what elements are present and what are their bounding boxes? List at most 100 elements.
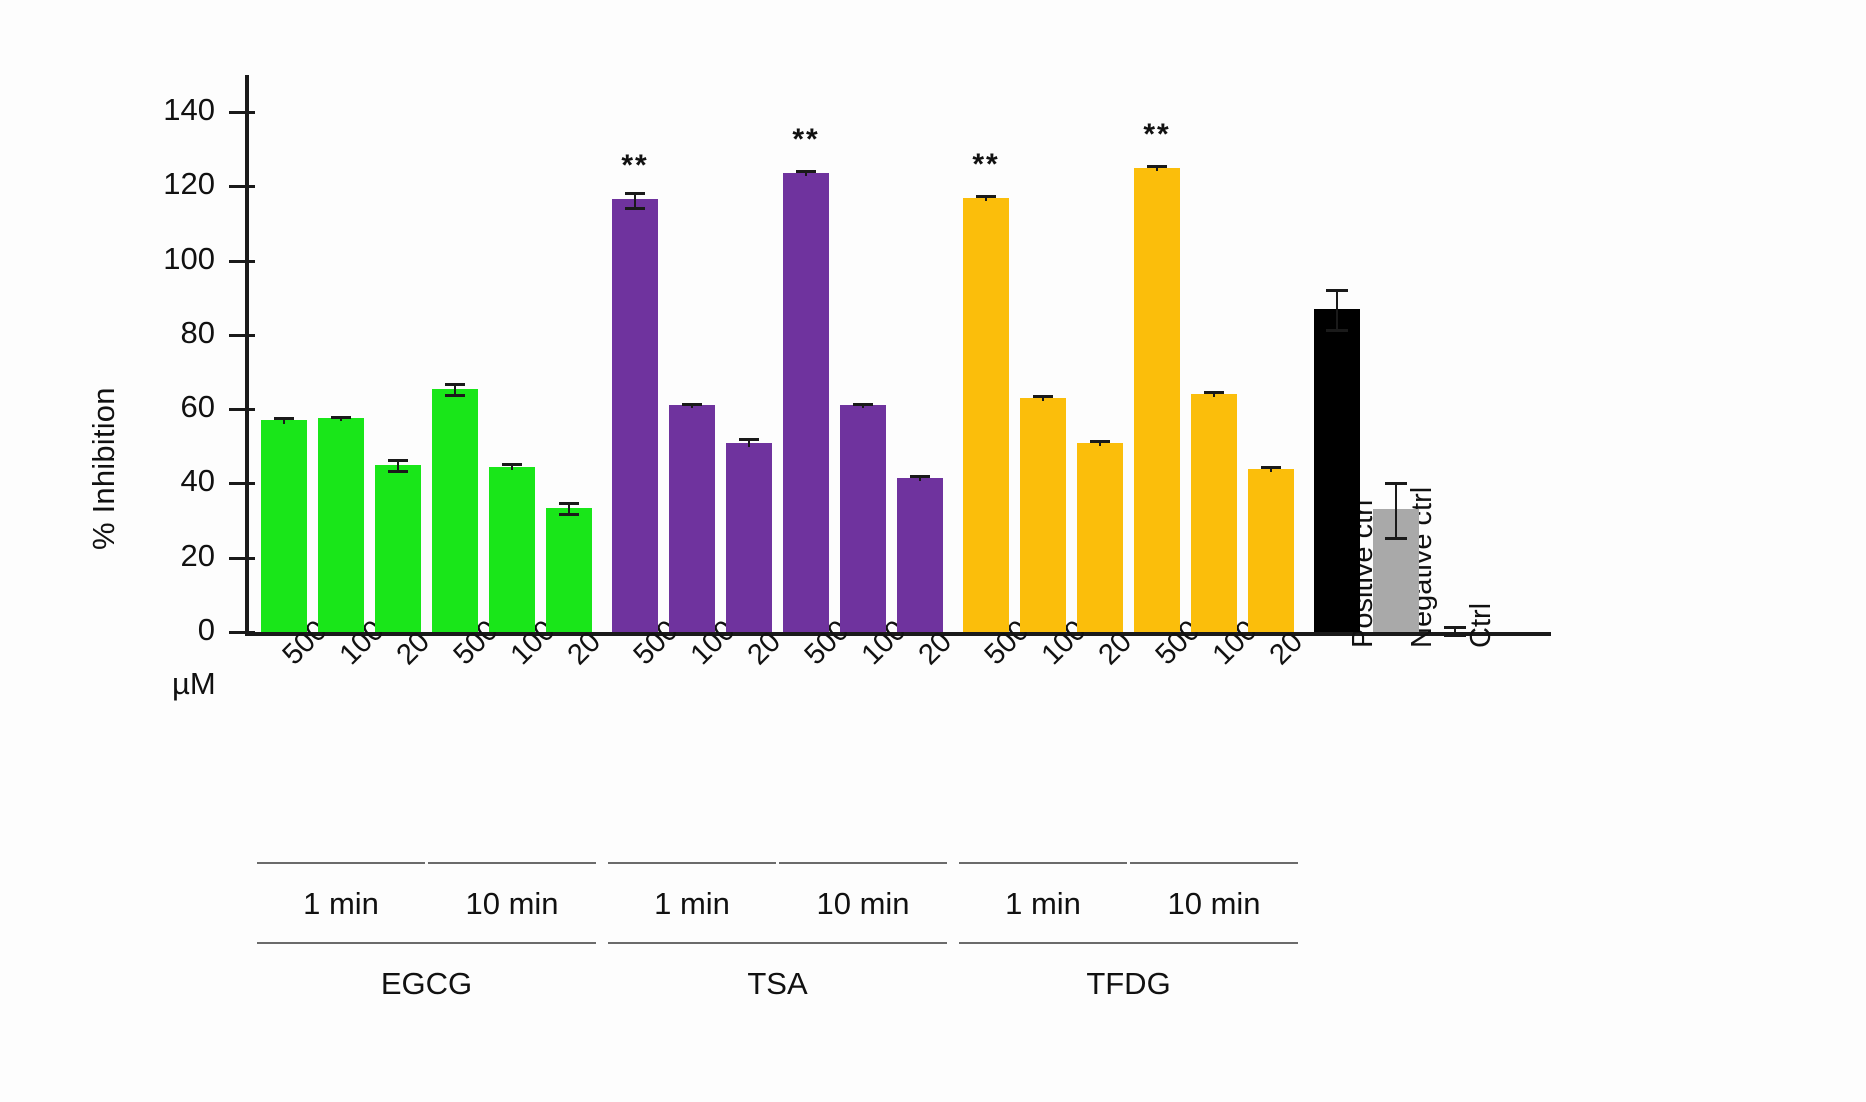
bar[interactable] bbox=[726, 442, 772, 632]
bar[interactable] bbox=[612, 199, 658, 632]
y-axis-tick bbox=[229, 408, 255, 412]
significance-marker: ** bbox=[972, 147, 1000, 181]
bar[interactable] bbox=[1077, 442, 1123, 632]
control-label: Ctrl bbox=[1465, 602, 1497, 648]
bar[interactable] bbox=[1020, 398, 1066, 632]
time-group-label: 1 min bbox=[1005, 886, 1081, 921]
error-bar-cap bbox=[796, 170, 816, 174]
error-bar-cap bbox=[1204, 391, 1224, 395]
error-bar-cap bbox=[853, 402, 873, 406]
bar[interactable] bbox=[669, 405, 715, 632]
error-bar bbox=[511, 463, 513, 471]
time-group-rule bbox=[779, 862, 947, 864]
error-bar-cap bbox=[274, 416, 294, 420]
compound-group-label: TSA bbox=[747, 966, 808, 1001]
error-bar-cap bbox=[559, 502, 579, 506]
error-bar-cap bbox=[559, 513, 579, 517]
significance-marker: ** bbox=[621, 149, 649, 183]
error-bar bbox=[634, 191, 636, 207]
bar[interactable] bbox=[840, 405, 886, 632]
time-group-label: 1 min bbox=[654, 886, 730, 921]
y-axis-tick-label: 100 bbox=[163, 240, 215, 276]
error-bar-cap bbox=[331, 415, 351, 419]
error-bar bbox=[1336, 288, 1338, 330]
compound-group-rule bbox=[608, 942, 947, 944]
error-bar-cap bbox=[1090, 439, 1110, 443]
y-axis-tick bbox=[229, 259, 255, 263]
bar[interactable] bbox=[897, 477, 943, 632]
compound-group-label: TFDG bbox=[1086, 966, 1171, 1001]
time-group-rule bbox=[959, 862, 1127, 864]
error-bar-cap bbox=[910, 474, 930, 478]
time-group-label: 10 min bbox=[465, 886, 559, 921]
time-group-rule bbox=[428, 862, 596, 864]
y-axis-tick-label: 40 bbox=[180, 463, 215, 499]
compound-group-rule bbox=[257, 942, 596, 944]
error-bar-cap bbox=[739, 438, 759, 442]
bar[interactable] bbox=[1248, 468, 1294, 632]
significance-marker: ** bbox=[1143, 117, 1171, 151]
bar[interactable] bbox=[489, 466, 535, 632]
error-bar bbox=[568, 502, 570, 514]
compound-group-label: EGCG bbox=[380, 966, 473, 1001]
x-axis-unit-label: µM bbox=[172, 666, 216, 701]
time-group-rule bbox=[257, 862, 425, 864]
time-group-rule bbox=[608, 862, 776, 864]
y-axis-tick bbox=[229, 482, 255, 486]
y-axis-tick bbox=[229, 185, 255, 189]
bar[interactable] bbox=[432, 388, 478, 632]
bar[interactable] bbox=[963, 197, 1009, 632]
time-group-label: 10 min bbox=[1167, 886, 1261, 921]
error-bar-cap bbox=[388, 470, 408, 474]
bar[interactable] bbox=[261, 420, 307, 632]
y-axis-tick bbox=[229, 333, 255, 337]
error-bar-cap bbox=[1326, 329, 1348, 333]
y-axis-tick-label: 140 bbox=[163, 92, 215, 128]
error-bar-cap bbox=[1033, 395, 1053, 399]
bar[interactable] bbox=[375, 464, 421, 632]
error-bar bbox=[454, 383, 456, 395]
error-bar bbox=[1454, 626, 1456, 634]
time-group-label: 10 min bbox=[816, 886, 910, 921]
error-bar-cap bbox=[625, 191, 645, 195]
error-bar-cap bbox=[1444, 626, 1466, 630]
error-bar-cap bbox=[682, 402, 702, 406]
error-bar-cap bbox=[1147, 164, 1167, 168]
error-bar-cap bbox=[502, 463, 522, 467]
bar[interactable] bbox=[318, 418, 364, 632]
error-bar-cap bbox=[1261, 465, 1281, 469]
error-bar-cap bbox=[445, 383, 465, 387]
error-bar bbox=[283, 416, 285, 425]
time-group-label: 1 min bbox=[303, 886, 379, 921]
error-bar-cap bbox=[445, 394, 465, 398]
time-group-rule bbox=[1130, 862, 1298, 864]
bar[interactable] bbox=[1134, 167, 1180, 632]
y-axis-tick-label: 80 bbox=[180, 314, 215, 350]
bar[interactable] bbox=[783, 173, 829, 632]
y-axis-tick bbox=[229, 111, 255, 115]
x-axis-line bbox=[245, 632, 1551, 636]
compound-group-rule bbox=[959, 942, 1298, 944]
y-axis-tick-label: 20 bbox=[180, 537, 215, 573]
y-axis-tick-label: 0 bbox=[197, 612, 215, 647]
y-axis-tick bbox=[229, 556, 255, 560]
error-bar-cap bbox=[625, 206, 645, 210]
y-axis-tick bbox=[229, 631, 255, 634]
bar[interactable] bbox=[546, 507, 592, 632]
error-bar bbox=[397, 459, 399, 471]
significance-marker: ** bbox=[792, 123, 820, 157]
bar[interactable] bbox=[1191, 394, 1237, 632]
error-bar bbox=[748, 438, 750, 448]
bar[interactable] bbox=[1314, 308, 1360, 632]
error-bar-cap bbox=[1385, 537, 1407, 541]
error-bar-cap bbox=[388, 459, 408, 463]
y-axis-tick-label: 120 bbox=[163, 166, 215, 202]
y-axis-line bbox=[245, 75, 249, 634]
error-bar-cap bbox=[1385, 481, 1407, 485]
error-bar-cap bbox=[1326, 288, 1348, 292]
error-bar bbox=[1395, 481, 1397, 538]
error-bar-cap bbox=[976, 194, 996, 198]
y-axis-tick-label: 60 bbox=[180, 389, 215, 425]
error-bar-cap bbox=[1444, 633, 1466, 637]
